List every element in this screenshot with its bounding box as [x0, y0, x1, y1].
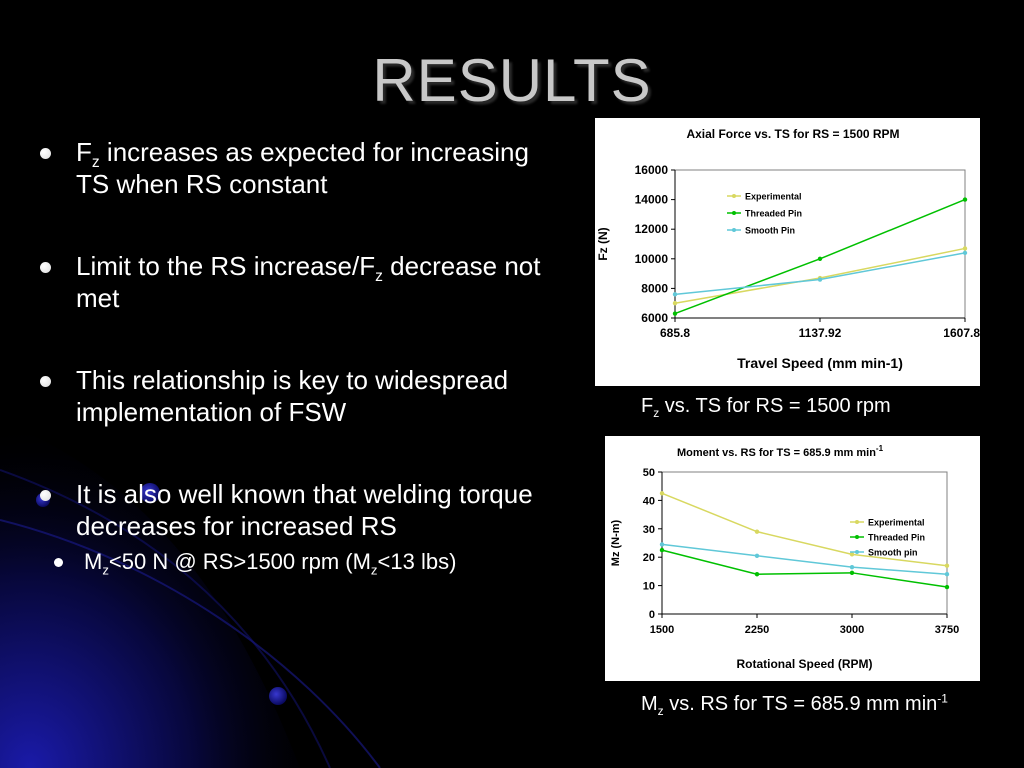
bullet-dot [40, 376, 51, 387]
data-point [817, 256, 823, 261]
legend-marker [732, 211, 736, 215]
bullet-item: It is also well known that welding torqu… [34, 478, 554, 542]
decor-circle [140, 483, 160, 503]
data-point [944, 563, 950, 568]
x-axis-label: Travel Speed (mm min-1) [737, 355, 903, 371]
data-point [817, 277, 823, 282]
y-tick-label: 10000 [635, 252, 669, 266]
legend-label: Smooth Pin [745, 226, 795, 236]
y-tick-label: 20 [643, 552, 655, 564]
slide-title: RESULTS [372, 47, 652, 114]
x-tick-label: 3000 [840, 624, 864, 636]
chart-title: Axial Force vs. TS for RS = 1500 RPM [686, 127, 899, 141]
y-tick-label: 16000 [635, 163, 669, 177]
decor-circle [269, 687, 287, 705]
data-point [659, 547, 665, 553]
data-point [944, 584, 950, 590]
y-tick-label: 6000 [641, 311, 668, 325]
legend-marker [732, 228, 736, 232]
data-point [944, 572, 950, 577]
legend-label: Smooth pin [868, 548, 918, 558]
series-line [661, 543, 948, 575]
data-point [659, 491, 665, 496]
x-tick-label: 1607.82 [943, 326, 980, 340]
data-point [849, 564, 855, 570]
legend-marker [855, 550, 859, 554]
y-tick-label: 30 [643, 524, 655, 536]
sub-bullet-item: Mz<50 N @ RS>1500 rpm (Mz<13 lbs) [34, 548, 554, 576]
data-point [659, 542, 665, 547]
x-tick-label: 3750 [935, 624, 959, 636]
legend-label: Experimental [868, 518, 925, 528]
bullet-list: Fz increases as expected for increasing … [34, 136, 554, 576]
chart-title: Moment vs. RS for TS = 685.9 mm min-1 [677, 444, 884, 459]
y-tick-label: 0 [649, 609, 655, 621]
x-tick-label: 2250 [745, 624, 769, 636]
y-tick-label: 12000 [635, 222, 669, 236]
bullet-dot [40, 148, 51, 159]
x-tick-label: 1137.92 [799, 326, 842, 340]
chart-title-superscript: -1 [876, 444, 884, 453]
y-tick-label: 40 [643, 495, 655, 507]
legend-label: Experimental [745, 192, 802, 202]
moment-chart: Moment vs. RS for TS = 685.9 mm min-1 0 10… [605, 436, 980, 681]
bullet-item: Fz increases as expected for increasing … [34, 136, 554, 200]
series-line [661, 549, 948, 588]
axial-force-chart: Axial Force vs. TS for RS = 1500 RPM 6000… [595, 118, 980, 386]
y-tick-label: 8000 [641, 281, 668, 295]
bullet-item: Limit to the RS increase/Fz decrease not… [34, 250, 554, 314]
data-point [754, 572, 760, 577]
data-point [849, 552, 855, 557]
data-point [962, 250, 968, 256]
chart-caption-moment: Mz vs. RS for TS = 685.9 mm min-1 [641, 691, 948, 718]
bullet-dot [40, 490, 51, 501]
legend-marker [855, 535, 859, 539]
moment-chart-svg: Moment vs. RS for TS = 685.9 mm min-1 0 10… [610, 444, 959, 671]
plot-area [674, 169, 966, 319]
bullet-item: This relationship is key to widespread i… [34, 364, 554, 428]
y-axis-label: Fz (N) [596, 227, 610, 260]
legend-marker [732, 194, 736, 198]
data-point [672, 292, 678, 297]
y-tick-label: 14000 [635, 193, 669, 207]
data-point [672, 311, 678, 316]
y-tick-label: 50 [643, 467, 655, 479]
data-point [754, 553, 760, 558]
data-point [962, 197, 968, 202]
data-point [754, 529, 760, 534]
axial-force-chart-svg: Axial Force vs. TS for RS = 1500 RPM 6000… [596, 127, 980, 371]
legend-marker [855, 520, 859, 524]
chart-caption-axial-force: Fz vs. TS for RS = 1500 rpm [641, 395, 891, 420]
y-tick-label: 10 [643, 581, 655, 593]
bullet-dot [40, 262, 51, 273]
series-line [661, 492, 948, 567]
legend-label: Threaded Pin [868, 533, 925, 543]
data-point [962, 246, 968, 251]
legend-label: Threaded Pin [745, 209, 802, 219]
data-point [849, 570, 855, 576]
x-axis-label: Rotational Speed (RPM) [736, 657, 872, 671]
x-tick-label: 685.8 [660, 326, 690, 340]
x-tick-label: 1500 [650, 624, 674, 636]
bullet-dot [54, 558, 63, 567]
y-axis-label: Mz (N-m) [610, 519, 622, 566]
data-point [672, 301, 678, 306]
